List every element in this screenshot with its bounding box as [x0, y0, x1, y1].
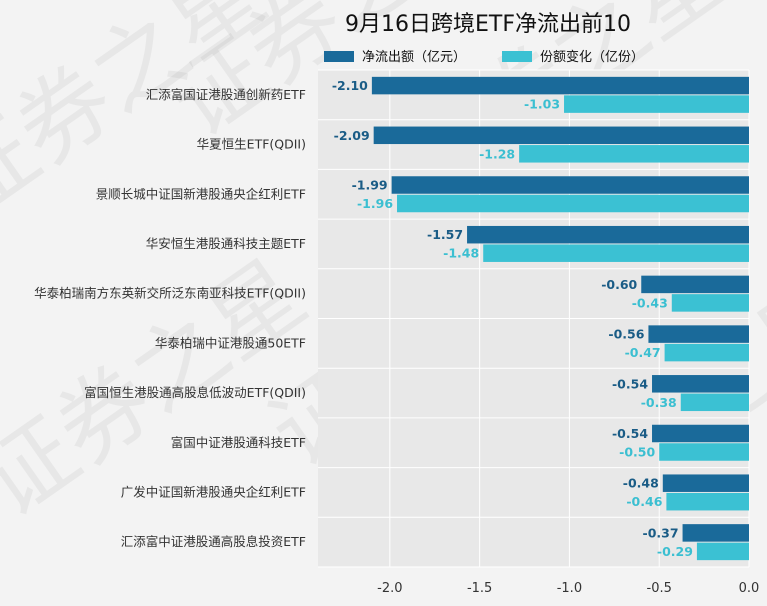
bar-net-outflow — [662, 474, 749, 492]
category-label: 富国中证港股通科技ETF — [171, 435, 306, 450]
data-label-share-change: -0.38 — [641, 395, 677, 410]
data-label-share-change: -1.48 — [443, 246, 479, 261]
category-label: 汇添富国证港股通创新药ETF — [146, 87, 306, 102]
bar-net-outflow — [373, 126, 749, 145]
legend-swatch-share-change — [502, 51, 532, 62]
bar-net-outflow — [391, 176, 749, 194]
bar-share-change — [397, 194, 749, 213]
data-label-share-change: -1.28 — [479, 146, 515, 161]
bar-share-change — [664, 343, 749, 362]
category-label: 广发中证国新港股通央企红利ETF — [121, 484, 306, 499]
label-layer: 汇添富国证港股通创新药ETF -2.10 -1.03 华夏恒生ETF(QDII) -2.… — [34, 78, 693, 559]
bar-share-change — [696, 542, 749, 561]
bar-share-change — [671, 294, 749, 312]
legend-swatch-outflow — [324, 51, 354, 62]
data-label-net-outflow: -2.10 — [332, 78, 368, 93]
legend-label-outflow: 净流出额（亿元） — [362, 50, 466, 65]
data-label-net-outflow: -0.37 — [643, 525, 679, 540]
bar-net-outflow — [371, 76, 749, 95]
bar-net-outflow — [641, 275, 749, 294]
data-label-share-change: -0.43 — [632, 295, 668, 310]
data-label-share-change: -0.50 — [619, 445, 655, 460]
data-label-net-outflow: -0.56 — [608, 327, 644, 342]
bar-net-outflow — [467, 225, 749, 244]
category-label: 华泰柏瑞中证港股通50ETF — [155, 335, 306, 350]
bar-share-change — [680, 393, 749, 412]
data-label-net-outflow: -0.54 — [612, 426, 648, 441]
data-label-share-change: -1.03 — [524, 97, 560, 112]
x-tick-label: 0.0 — [739, 581, 760, 596]
data-label-net-outflow: -2.09 — [334, 128, 370, 143]
data-label-net-outflow: -0.54 — [612, 376, 648, 391]
data-label-net-outflow: -0.48 — [623, 476, 659, 491]
data-label-net-outflow: -0.60 — [601, 277, 637, 292]
bar-net-outflow — [652, 375, 749, 393]
category-label: 汇添富中证港股通高股息投资ETF — [121, 534, 306, 549]
chart-title: 9月16日跨境ETF净流出前10 — [345, 12, 631, 37]
grid-layer: -2.0 -1.5 -1.0 -0.5 0.0 — [318, 69, 760, 596]
data-label-share-change: -1.96 — [357, 196, 393, 211]
bar-net-outflow — [652, 424, 749, 443]
category-label: 华夏恒生ETF(QDII) — [197, 137, 306, 152]
bar-net-outflow — [648, 325, 749, 343]
category-label: 富国恒生港股通高股息低波动ETF(QDII) — [84, 385, 306, 400]
category-label: 景顺长城中证国新港股通央企红利ETF — [96, 186, 306, 201]
data-label-net-outflow: -1.99 — [352, 178, 388, 193]
legend-label-share-change: 份额变化（亿份） — [540, 49, 644, 65]
data-label-share-change: -0.47 — [625, 345, 661, 360]
bar-share-change — [659, 443, 749, 461]
category-label: 华泰柏瑞南方东英新交所泛东南亚科技ETF(QDII) — [34, 286, 306, 301]
x-tick-label: -0.5 — [647, 581, 672, 596]
bar-share-change — [483, 244, 749, 262]
legend: 净流出额（亿元） 份额变化（亿份） — [324, 49, 644, 65]
x-tick-label: -2.0 — [377, 581, 402, 596]
bar-share-change — [666, 492, 749, 511]
bar-net-outflow — [682, 524, 749, 542]
data-label-net-outflow: -1.57 — [427, 227, 463, 242]
data-label-share-change: -0.46 — [626, 494, 662, 509]
category-label: 华安恒生港股通科技主题ETF — [146, 236, 306, 251]
bar-share-change — [564, 95, 749, 113]
x-tick-label: -1.5 — [467, 581, 492, 596]
x-tick-label: -1.0 — [557, 581, 582, 596]
data-label-share-change: -0.29 — [657, 544, 693, 559]
bar-share-change — [519, 145, 749, 163]
bar-layer — [371, 76, 749, 561]
